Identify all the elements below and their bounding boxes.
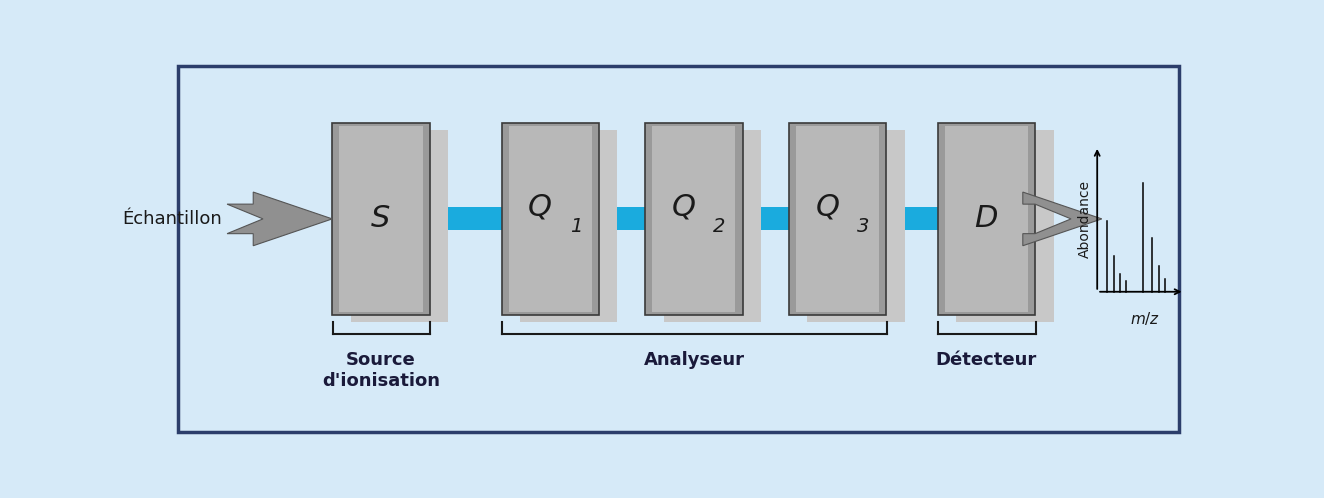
Bar xyxy=(796,125,879,312)
Text: S: S xyxy=(371,204,391,234)
Bar xyxy=(332,123,430,315)
Bar xyxy=(945,125,1027,312)
Text: Analyseur: Analyseur xyxy=(643,351,744,369)
Text: 1: 1 xyxy=(569,217,583,236)
Text: Source
d'ionisation: Source d'ionisation xyxy=(322,351,440,390)
Polygon shape xyxy=(228,192,332,246)
Bar xyxy=(956,130,1054,322)
Polygon shape xyxy=(1023,192,1102,246)
Bar xyxy=(653,125,736,312)
Text: 2: 2 xyxy=(714,217,726,236)
Bar xyxy=(520,130,617,322)
Bar xyxy=(789,123,886,315)
Text: $m/z$: $m/z$ xyxy=(1129,310,1160,327)
Text: Échantillon: Échantillon xyxy=(122,210,222,228)
Bar xyxy=(351,130,449,322)
Bar xyxy=(808,130,904,322)
Text: Détecteur: Détecteur xyxy=(936,351,1037,369)
Bar xyxy=(502,123,598,315)
Text: Q: Q xyxy=(816,193,839,222)
Text: Q: Q xyxy=(528,193,552,222)
Text: Q: Q xyxy=(671,193,695,222)
Bar xyxy=(508,125,592,312)
Bar xyxy=(430,207,937,231)
Text: D: D xyxy=(974,204,998,234)
Text: 3: 3 xyxy=(857,217,870,236)
Bar xyxy=(339,125,422,312)
Text: Abondance: Abondance xyxy=(1078,180,1092,258)
Bar xyxy=(645,123,743,315)
Bar xyxy=(663,130,761,322)
Bar xyxy=(937,123,1035,315)
